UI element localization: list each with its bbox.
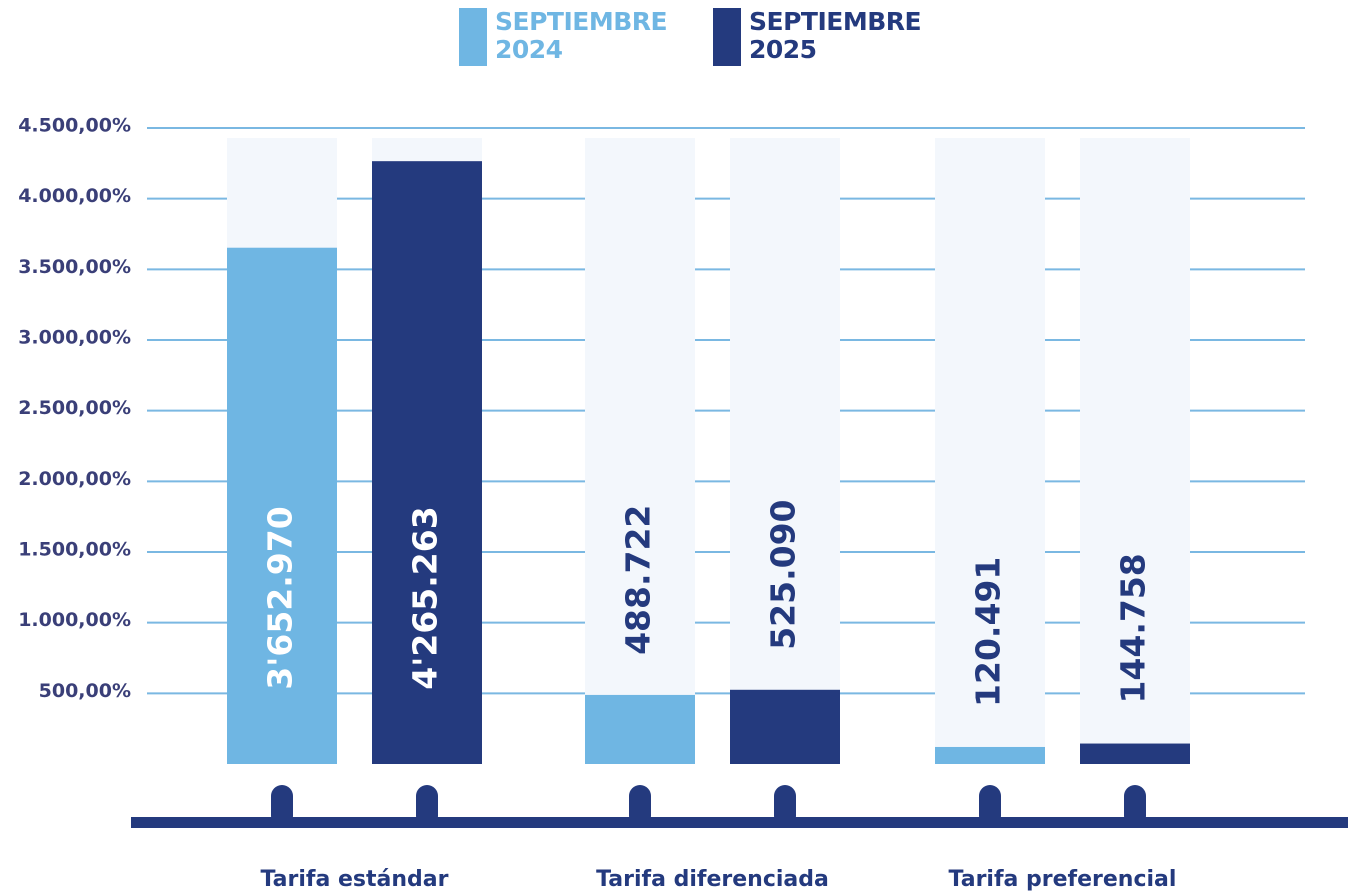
bar — [372, 161, 482, 765]
value-label: 3'652.970 — [261, 506, 300, 689]
connector — [416, 785, 438, 827]
legend-item: SEPTIEMBRE 2025 — [713, 8, 959, 66]
value-label: 488.722 — [619, 505, 658, 655]
y-tick-label: 4.000,00% — [18, 185, 131, 207]
y-tick-label: 500,00% — [39, 680, 131, 702]
y-tick-label: 3.500,00% — [18, 256, 131, 278]
value-label: 4'265.263 — [406, 506, 445, 689]
legend-label: SEPTIEMBRE 2025 — [749, 7, 922, 64]
bar-track — [935, 138, 1045, 764]
x-tick-label: Tarifa estándar — [261, 867, 449, 892]
connector — [979, 785, 1001, 827]
y-tick-label: 2.500,00% — [18, 397, 131, 419]
x-tick-label: Tarifa diferenciada — [596, 867, 829, 892]
y-tick-label: 4.500,00% — [18, 115, 131, 137]
legend-swatch — [713, 8, 741, 66]
y-tick-label: 3.000,00% — [18, 327, 131, 349]
x-tick-label: Tarifa preferencial — [949, 867, 1177, 892]
value-label: 144.758 — [1114, 553, 1153, 703]
bar — [935, 746, 1045, 764]
legend-label: SEPTIEMBRE 2024 — [495, 7, 668, 64]
connector — [271, 785, 293, 827]
connector — [774, 785, 796, 827]
bar-track — [585, 138, 695, 764]
y-tick-label: 1.000,00% — [18, 609, 131, 631]
bar-track — [1080, 138, 1190, 764]
bar — [585, 694, 695, 764]
bar — [730, 689, 840, 764]
connector — [629, 785, 651, 827]
bar — [1080, 743, 1190, 764]
y-tick-label: 2.000,00% — [18, 468, 131, 490]
legend-swatch — [459, 8, 487, 66]
connector — [1124, 785, 1146, 827]
value-label: 120.491 — [969, 557, 1008, 707]
legend-item: SEPTIEMBRE 2024 — [459, 8, 705, 66]
y-tick-label: 1.500,00% — [18, 539, 131, 561]
value-label: 525.090 — [764, 499, 803, 649]
bar — [227, 247, 337, 765]
axis-bar — [131, 817, 1348, 828]
bar-track — [730, 138, 840, 764]
